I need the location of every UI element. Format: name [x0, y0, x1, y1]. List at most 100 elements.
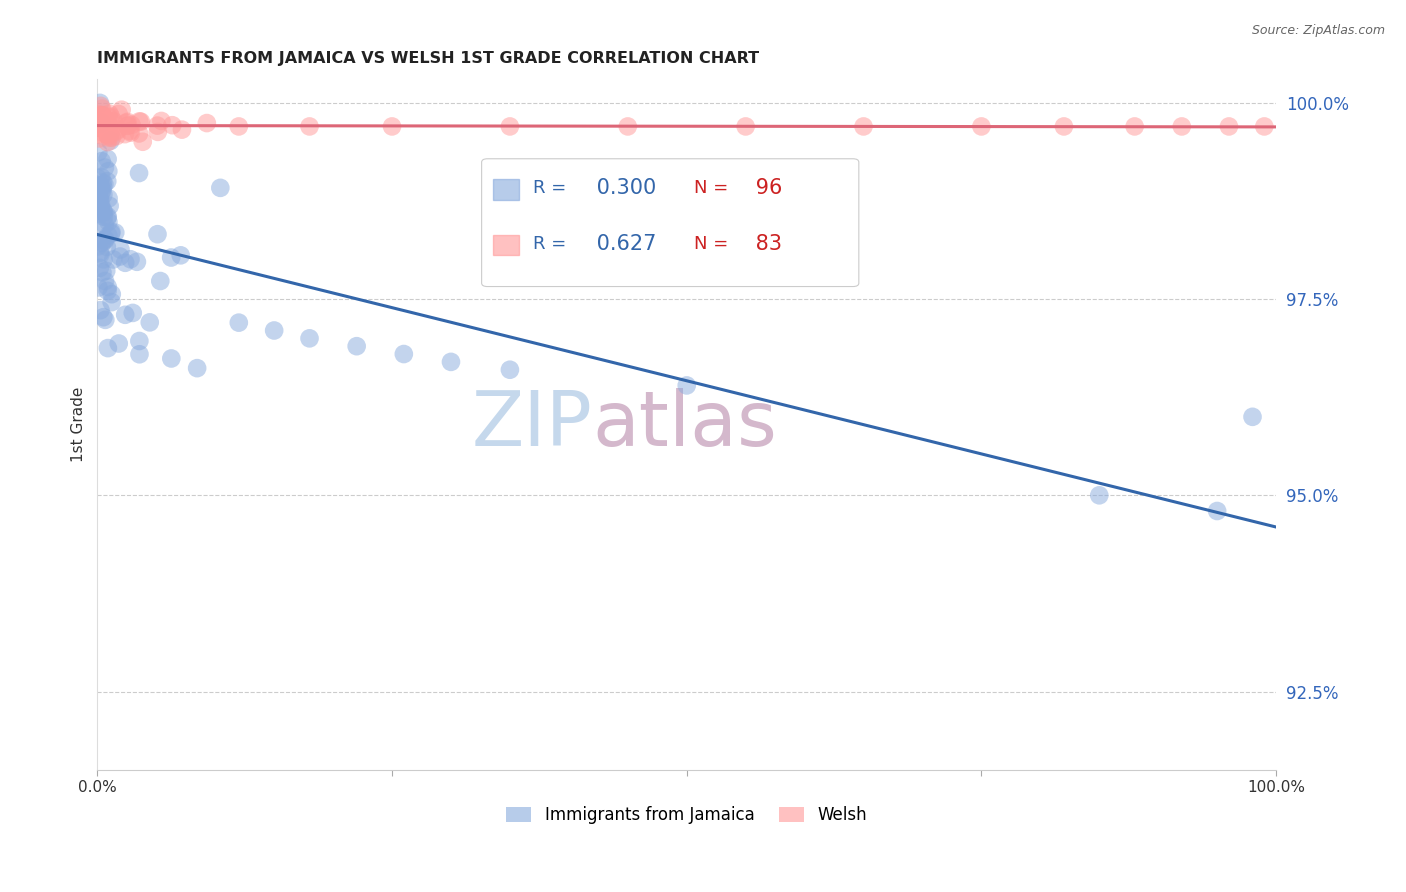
Point: [97, 228, 120, 243]
Point: [93, 310, 115, 325]
Point: [100, 227, 122, 241]
Point: [1218, 120, 1240, 134]
Point: [87, 120, 110, 135]
FancyBboxPatch shape: [494, 235, 519, 255]
Point: [97, 129, 120, 144]
Text: ZIP: ZIP: [471, 388, 592, 462]
Point: [128, 166, 150, 180]
Text: 83: 83: [749, 234, 782, 253]
Point: [128, 114, 150, 128]
Point: [146, 125, 169, 139]
Point: [87, 206, 110, 220]
Point: [96, 128, 118, 142]
Point: [734, 120, 756, 134]
Point: [87, 280, 110, 294]
Point: [89, 303, 111, 318]
Point: [1171, 120, 1194, 134]
Point: [91, 183, 114, 197]
Text: Source: ZipAtlas.com: Source: ZipAtlas.com: [1251, 24, 1385, 37]
Point: [93, 205, 115, 219]
Point: [149, 274, 172, 288]
Point: [90, 116, 112, 130]
Point: [105, 124, 128, 138]
Text: N =: N =: [693, 235, 728, 252]
Point: [89, 119, 111, 133]
Point: [94, 313, 117, 327]
Point: [87, 131, 110, 145]
Point: [146, 119, 169, 133]
Point: [298, 331, 321, 345]
Point: [90, 116, 112, 130]
Point: [96, 135, 118, 149]
Point: [186, 361, 208, 376]
Point: [170, 122, 193, 136]
Point: [125, 254, 148, 268]
Point: [94, 117, 117, 131]
Point: [93, 234, 115, 248]
Point: [970, 120, 993, 134]
Point: [96, 174, 118, 188]
Point: [114, 127, 136, 141]
Point: [89, 190, 111, 204]
Point: [86, 171, 108, 186]
Point: [98, 111, 121, 125]
Point: [98, 134, 121, 148]
Point: [97, 164, 120, 178]
Point: [89, 247, 111, 261]
Point: [103, 252, 125, 267]
Point: [209, 181, 232, 195]
Point: [87, 145, 110, 160]
Point: [852, 120, 875, 134]
Point: [89, 260, 111, 275]
Point: [93, 123, 115, 137]
Point: [104, 226, 127, 240]
Point: [90, 114, 112, 128]
Point: [132, 135, 155, 149]
Point: [93, 177, 115, 191]
Point: [499, 363, 522, 377]
Point: [114, 308, 136, 322]
Point: [93, 252, 115, 267]
Point: [195, 116, 218, 130]
Text: IMMIGRANTS FROM JAMAICA VS WELSH 1ST GRADE CORRELATION CHART: IMMIGRANTS FROM JAMAICA VS WELSH 1ST GRA…: [97, 51, 759, 66]
Point: [228, 316, 250, 330]
Y-axis label: 1st Grade: 1st Grade: [72, 387, 86, 462]
Point: [617, 120, 640, 134]
Point: [440, 355, 463, 369]
Point: [91, 118, 114, 132]
Text: 0.627: 0.627: [591, 234, 657, 253]
Point: [392, 347, 415, 361]
Point: [107, 336, 129, 351]
Point: [91, 235, 114, 250]
Text: R =: R =: [533, 235, 567, 252]
Point: [94, 274, 117, 288]
Point: [90, 99, 112, 113]
Point: [90, 169, 112, 184]
Point: [1206, 504, 1229, 518]
Point: [97, 341, 120, 355]
Point: [114, 256, 136, 270]
Point: [93, 232, 115, 246]
Point: [100, 295, 122, 310]
Point: [100, 225, 122, 239]
Point: [90, 200, 112, 214]
Point: [91, 120, 114, 134]
Text: 96: 96: [749, 178, 783, 198]
Point: [97, 152, 120, 166]
Point: [91, 179, 114, 194]
Point: [100, 287, 122, 301]
Point: [121, 118, 143, 132]
Point: [98, 106, 121, 120]
Point: [91, 108, 114, 122]
Point: [1241, 409, 1264, 424]
Point: [98, 130, 121, 145]
Point: [87, 191, 110, 205]
Point: [89, 245, 111, 260]
Text: atlas: atlas: [592, 388, 778, 462]
Point: [128, 127, 150, 141]
Point: [118, 124, 141, 138]
Point: [346, 339, 368, 353]
Point: [263, 324, 285, 338]
Point: [87, 221, 110, 235]
Point: [91, 265, 114, 279]
